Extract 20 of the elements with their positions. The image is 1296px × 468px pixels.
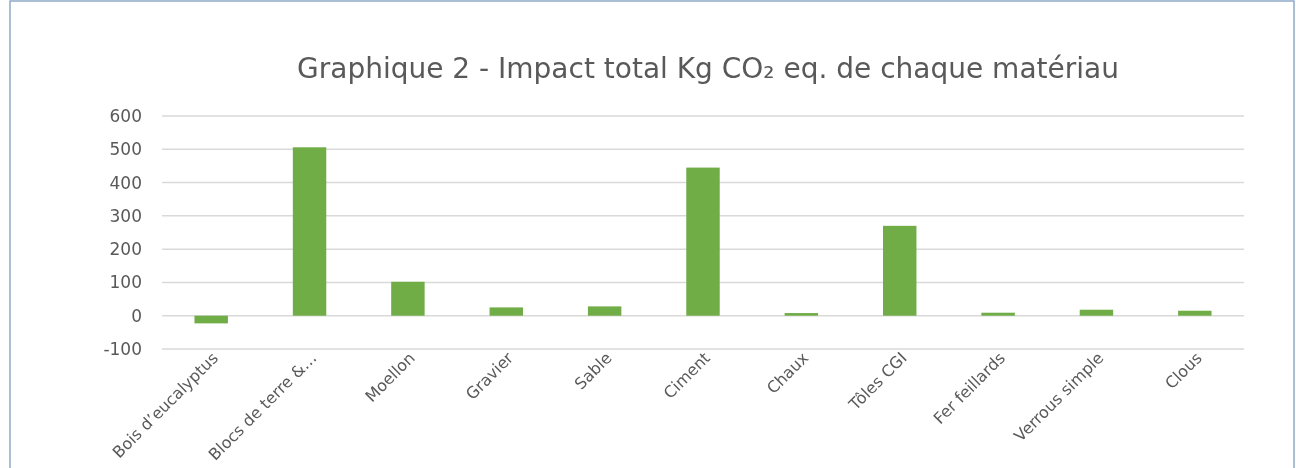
y-tick-label: 500: [109, 139, 142, 160]
bar: [883, 225, 917, 316]
bar: [489, 307, 523, 316]
y-tick-label: 100: [109, 272, 142, 293]
bar: [194, 315, 228, 324]
chart-title: Graphique 2 - Impact total Kg CO₂ eq. de chaque matériau: [297, 52, 1119, 85]
y-tick-label: -100: [103, 338, 142, 359]
bar: [981, 312, 1015, 316]
bar: [587, 306, 622, 316]
y-tick-label: 600: [109, 105, 142, 126]
y-tick-label: 400: [109, 172, 142, 193]
bar: [1178, 310, 1212, 316]
y-tick-label: 0: [131, 305, 142, 326]
y-tick-label: 300: [109, 205, 142, 226]
bar: [686, 167, 720, 316]
bar: [1079, 309, 1114, 316]
bar: [292, 147, 327, 316]
bar: [391, 281, 425, 316]
bar: [784, 313, 819, 316]
y-tick-label: 200: [109, 239, 142, 260]
